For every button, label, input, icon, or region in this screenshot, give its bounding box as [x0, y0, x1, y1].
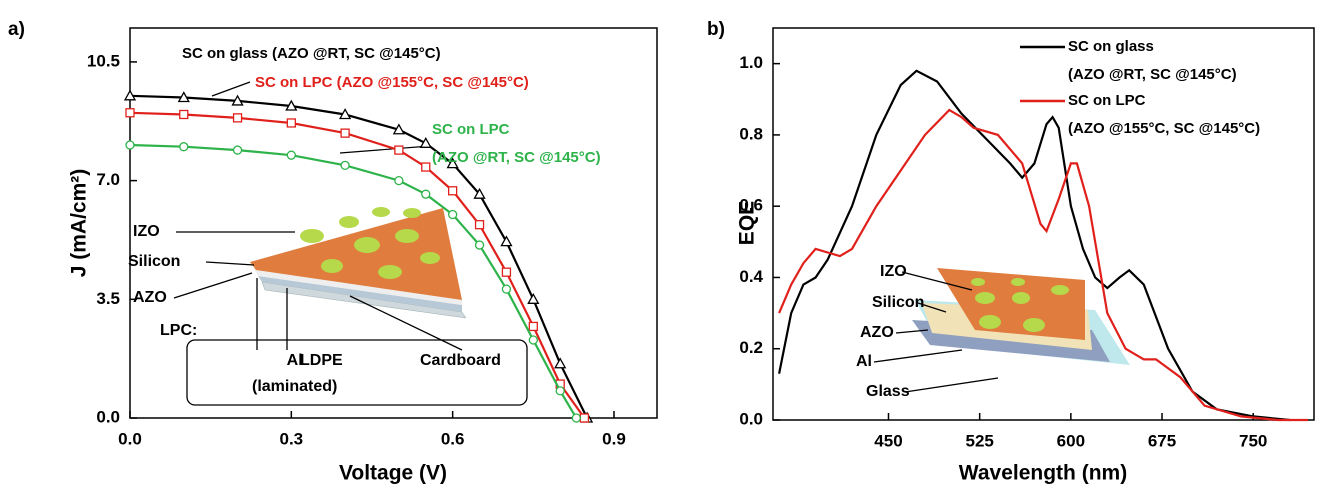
y-tick-label: 1.0 [739, 53, 763, 72]
marker [476, 241, 484, 249]
inset-label: Silicon [128, 249, 180, 275]
y-tick-label: 3.5 [96, 289, 120, 308]
inset-label: Al [856, 349, 872, 375]
x-tick-label: 0.6 [441, 429, 465, 448]
x-tick-label: 600 [1057, 431, 1085, 450]
marker [180, 110, 188, 118]
marker [580, 414, 588, 422]
y-axis-title: EQE [736, 201, 759, 245]
x-tick-label: 750 [1239, 431, 1267, 450]
series-label: SC on glass (AZO @RT, SC @145°C) [1068, 33, 1237, 89]
inset-label: Cardboard [420, 348, 501, 374]
inset-label: IZO [880, 259, 907, 285]
marker [449, 211, 457, 219]
marker [234, 146, 242, 154]
y-tick-label: 10.5 [87, 51, 120, 70]
marker [395, 146, 403, 154]
marker [449, 187, 457, 195]
x-tick-label: 675 [1148, 431, 1176, 450]
inset-label: IZO [133, 219, 160, 245]
inset-label: AZO [133, 285, 167, 311]
inset-diagram-a [174, 207, 527, 405]
y-tick-label: 0.2 [739, 338, 763, 357]
marker [341, 129, 349, 137]
x-tick-label: 0.0 [118, 429, 142, 448]
marker [556, 387, 564, 395]
inset-diagram-b [874, 268, 1130, 392]
marker [341, 161, 349, 169]
y-axis-title: J (mA/cm²) [68, 169, 91, 278]
y-tick-label: 0.8 [739, 124, 763, 143]
x-tick-label: 450 [874, 431, 902, 450]
marker [529, 322, 537, 330]
inset-label: AZO [860, 320, 894, 346]
marker [476, 221, 484, 229]
marker [126, 109, 134, 117]
marker [422, 190, 430, 198]
marker [422, 163, 430, 171]
inset-label: LPC: [160, 318, 197, 344]
marker [502, 285, 510, 293]
marker [234, 114, 242, 122]
marker [529, 336, 537, 344]
marker [572, 414, 580, 422]
x-tick-label: 0.3 [280, 429, 304, 448]
series-label: SC on LPC (AZO @RT, SC @145°C) [432, 116, 601, 172]
marker [287, 151, 295, 159]
inset-label: Silicon [872, 290, 924, 316]
panel-label: a) [8, 19, 25, 40]
inset-label: LDPE [300, 348, 343, 374]
series-label: SC on LPC (AZO @155°C, SC @145°C) [1068, 87, 1260, 143]
y-tick-label: 0.0 [96, 407, 120, 426]
panel-label: b) [707, 19, 725, 40]
series-label: SC on glass (AZO @RT, SC @145°C) [182, 40, 441, 68]
marker [287, 119, 295, 127]
marker [555, 359, 565, 368]
series-label: SC on LPC (AZO @155°C, SC @145°C) [255, 69, 529, 97]
y-tick-label: 7.0 [96, 170, 120, 189]
x-axis-title: Voltage (V) [339, 462, 447, 485]
y-tick-label: 0.4 [739, 267, 763, 286]
marker [395, 177, 403, 185]
marker [180, 143, 188, 151]
x-tick-label: 525 [965, 431, 993, 450]
marker [421, 138, 431, 147]
x-axis-title: Wavelength (nm) [959, 462, 1127, 485]
marker [502, 268, 510, 276]
marker [126, 141, 134, 149]
x-tick-label: 0.9 [602, 429, 626, 448]
y-tick-label: 0.0 [739, 409, 763, 428]
marker [501, 237, 511, 246]
inset-label: Glass [866, 379, 910, 405]
figure: 0.0 0.3 0.6 0.9 0.0 3.5 7.0 10.5 a) Voltage (V) J … [0, 0, 1327, 495]
marker [528, 294, 538, 303]
